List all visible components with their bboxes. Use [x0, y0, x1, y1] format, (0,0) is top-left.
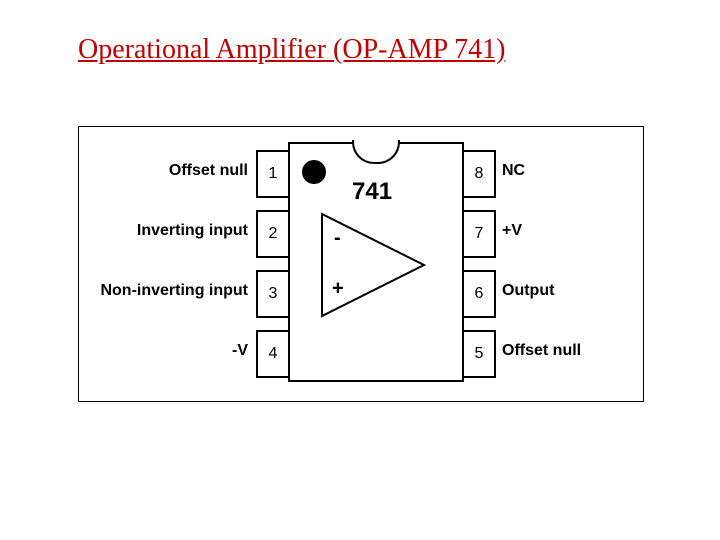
label-pin-3: Non-inverting input: [100, 282, 248, 300]
label-pin-1: Offset null: [169, 162, 248, 180]
label-pin-5: Offset null: [502, 342, 581, 360]
opamp-plus: +: [332, 278, 344, 300]
page: { "title": { "text": "Operational Amplif…: [0, 0, 720, 540]
opamp-symbol: - +: [320, 212, 426, 318]
label-pin-2: Inverting input: [137, 222, 248, 240]
label-pin-8: NC: [502, 162, 525, 180]
pin-5: 5: [462, 330, 496, 378]
pin-4: 4: [256, 330, 290, 378]
opamp-minus: -: [334, 227, 341, 249]
pin-2: 2: [256, 210, 290, 258]
pin-6: 6: [462, 270, 496, 318]
pin-1: 1: [256, 150, 290, 198]
chip-label: 741: [352, 178, 392, 206]
label-pin-7: +V: [502, 222, 522, 240]
page-title: Operational Amplifier (OP-AMP 741): [78, 34, 505, 66]
label-pin-6: Output: [502, 282, 554, 300]
pin-8: 8: [462, 150, 496, 198]
pin-3: 3: [256, 270, 290, 318]
pin-7: 7: [462, 210, 496, 258]
label-pin-4: -V: [232, 342, 248, 360]
pin1-dot: [302, 160, 326, 184]
